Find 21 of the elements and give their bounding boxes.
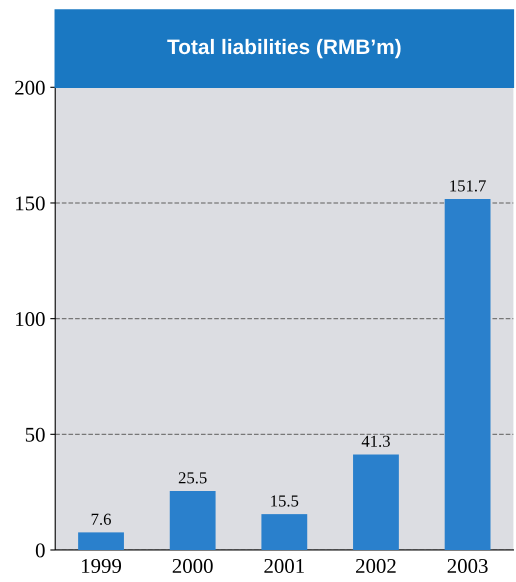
data-label: 25.5: [178, 472, 207, 484]
y-tick-label: 200: [15, 80, 45, 95]
bar: [170, 490, 216, 550]
x-tick-label: 2000: [172, 558, 213, 573]
bar: [78, 532, 124, 550]
x-tick-label: 2003: [448, 558, 488, 573]
bar: [353, 454, 399, 550]
y-tick-label: 0: [36, 543, 45, 558]
bar: [444, 199, 491, 550]
data-label: 15.5: [271, 495, 298, 507]
x-tick-label: 1999: [82, 558, 122, 573]
data-label: 7.6: [92, 514, 111, 525]
x-tick-label: 2002: [356, 558, 396, 573]
y-tick-label: 50: [26, 428, 45, 442]
y-tick-label: 100: [16, 312, 45, 326]
bar: [261, 514, 308, 550]
data-label: 151.7: [450, 180, 486, 192]
data-label: 41.3: [362, 436, 390, 447]
y-tick-label: 150: [16, 196, 45, 210]
chart-title: Total liabilities (RMB’m): [167, 38, 401, 58]
x-tick-label: 2001: [264, 558, 304, 573]
